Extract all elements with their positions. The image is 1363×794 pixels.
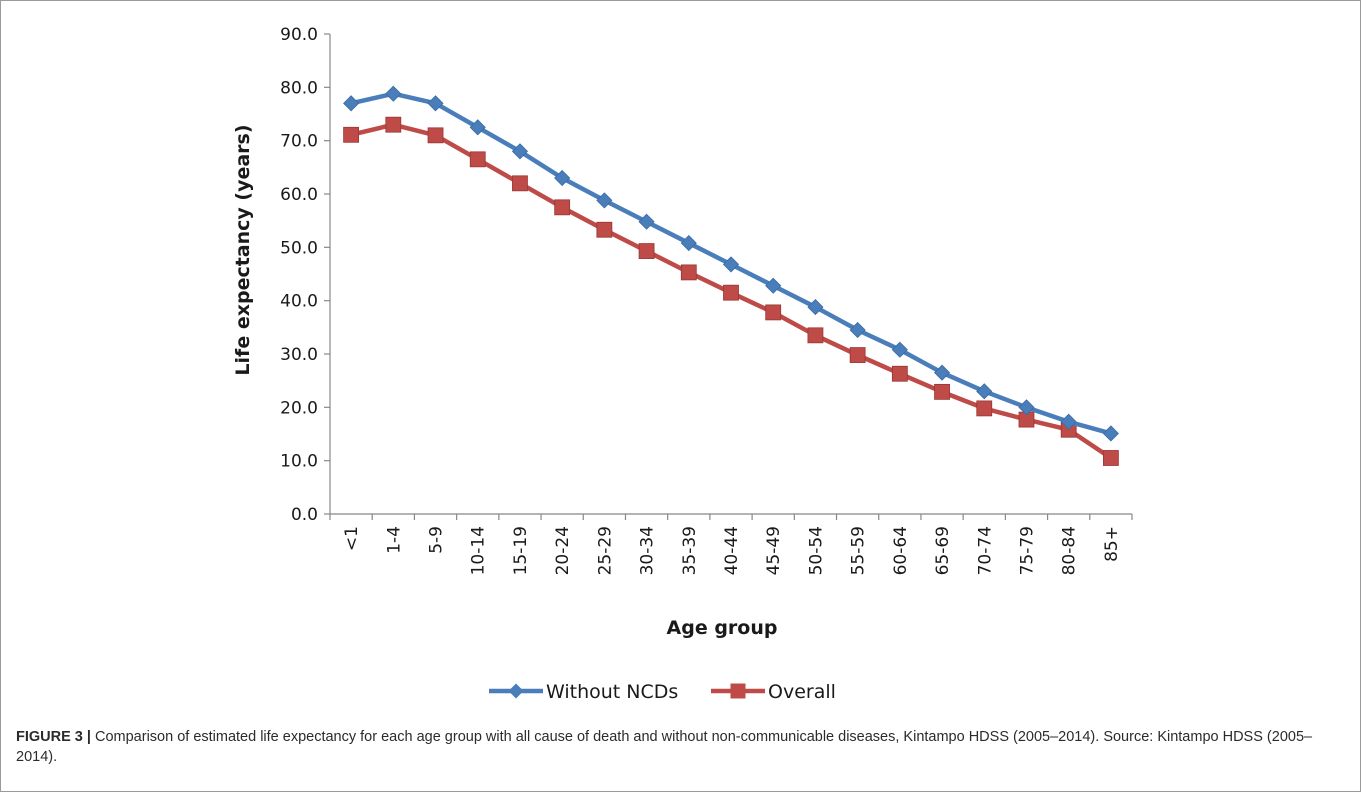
x-tick-label: 65-69 [933, 526, 953, 575]
y-tick-label: 30.0 [280, 345, 318, 365]
data-point [427, 127, 444, 144]
data-point [385, 116, 402, 133]
y-axis-ticks: 0.0 10.0 20.0 30.0 40.0 50.0 60.0 70.0 80.0 90.0 [280, 25, 330, 525]
data-point [976, 400, 993, 417]
data-point [427, 95, 444, 112]
legend: Without NCDs Overall [489, 681, 836, 703]
x-tick-label: 15-19 [511, 526, 531, 575]
data-point [469, 119, 486, 136]
y-tick-label: 0.0 [291, 505, 318, 525]
data-point [849, 347, 866, 363]
data-point [1102, 425, 1119, 442]
data-point [596, 192, 613, 209]
data-point [596, 221, 613, 238]
x-tick-label: 55-59 [849, 526, 869, 575]
data-point [343, 95, 360, 112]
x-tick-label: 45-49 [764, 526, 784, 575]
x-tick-label: 20-24 [553, 526, 573, 575]
legend-marker [730, 683, 746, 699]
data-point [680, 235, 697, 252]
y-tick-label: 80.0 [280, 78, 318, 98]
x-tick-label: 10-14 [469, 526, 489, 575]
data-point [722, 256, 740, 273]
data-point [1060, 413, 1077, 430]
x-tick-label: 30-34 [638, 526, 658, 575]
y-tick-label: 40.0 [280, 292, 318, 312]
series-overall [343, 116, 1119, 466]
data-point [807, 299, 824, 316]
x-axis-ticks: <1 1-4 5-9 10-14 15-19 20-24 25-29 30-34 35-39 40… [329, 514, 1133, 575]
line-chart: 0.010.020.030.040.050.060.070.080.090.0 … [232, 25, 1133, 703]
data-point [638, 243, 655, 259]
data-point [343, 126, 360, 143]
x-tick-label: 60-64 [891, 526, 911, 575]
x-tick-label: 85+ [1102, 526, 1122, 562]
data-point [680, 264, 697, 281]
x-tick-label: 1-4 [384, 526, 404, 554]
y-axis-title: Life expectancy (years) [232, 124, 254, 375]
data-point [849, 321, 866, 339]
y-tick-label: 90.0 [280, 25, 318, 45]
data-point [765, 277, 782, 294]
data-point [1102, 450, 1119, 466]
data-point [1018, 399, 1035, 416]
legend-marker [508, 683, 524, 699]
x-tick-label: 35-39 [680, 526, 700, 575]
x-tick-label: 80-84 [1060, 526, 1080, 575]
caption-text: Comparison of estimated life expectancy … [16, 729, 1313, 765]
data-point [554, 199, 571, 216]
y-tick-label: 60.0 [280, 185, 318, 205]
data-point [469, 151, 486, 168]
figure-caption: FIGURE 3 | Comparison of estimated life … [16, 727, 1336, 767]
legend-label: Overall [768, 681, 836, 703]
x-tick-label: 40-44 [722, 526, 742, 575]
data-point [765, 304, 782, 321]
y-tick-label: 20.0 [280, 398, 318, 418]
x-tick-label: 25-29 [595, 526, 615, 575]
x-tick-label: 50-54 [806, 526, 826, 575]
data-point [385, 85, 402, 102]
legend-item: Overall [711, 681, 836, 703]
data-point [638, 213, 655, 230]
data-point [723, 284, 739, 301]
legend-label: Without NCDs [546, 681, 678, 703]
data-point [807, 327, 824, 344]
x-tick-label: 5-9 [427, 526, 447, 554]
x-axis-title: Age group [667, 617, 778, 639]
data-point [891, 341, 908, 358]
data-point [934, 383, 950, 400]
data-point [976, 383, 993, 400]
x-tick-label: <1 [342, 526, 362, 551]
legend-item: Without NCDs [489, 681, 678, 703]
data-point [511, 143, 529, 160]
caption-label: FIGURE 3 | [16, 729, 91, 745]
data-point [891, 365, 908, 382]
y-tick-label: 50.0 [280, 238, 318, 258]
x-tick-label: 75-79 [1017, 526, 1037, 575]
y-tick-label: 70.0 [280, 132, 318, 152]
data-point [512, 175, 528, 192]
series-without-ncds [343, 85, 1119, 442]
x-tick-label: 70-74 [975, 526, 995, 575]
data-point [933, 364, 951, 381]
series-layer [343, 85, 1119, 466]
data-point [554, 169, 571, 187]
y-tick-label: 10.0 [280, 452, 318, 472]
